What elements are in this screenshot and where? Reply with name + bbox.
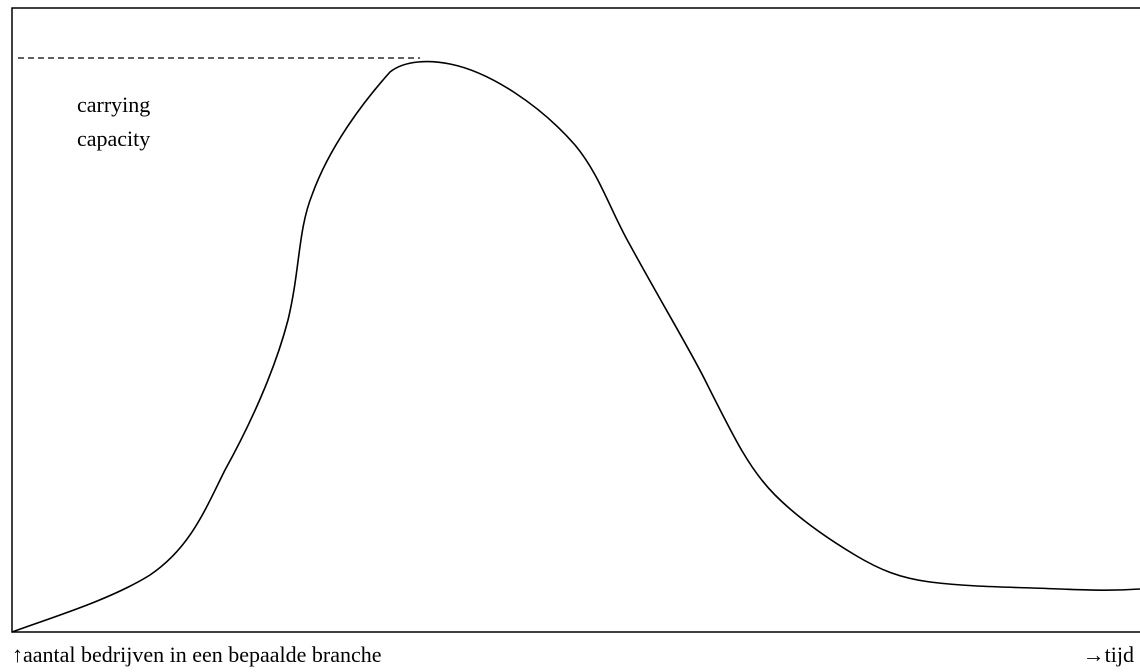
frame <box>11 7 1140 633</box>
curve <box>11 60 1140 633</box>
annotation: carrying capacity <box>77 92 151 151</box>
y-axis-label: ↑aantal bedrijven in een bepaalde branch… <box>12 642 382 667</box>
x-axis-label: →tijd <box>1082 642 1134 667</box>
